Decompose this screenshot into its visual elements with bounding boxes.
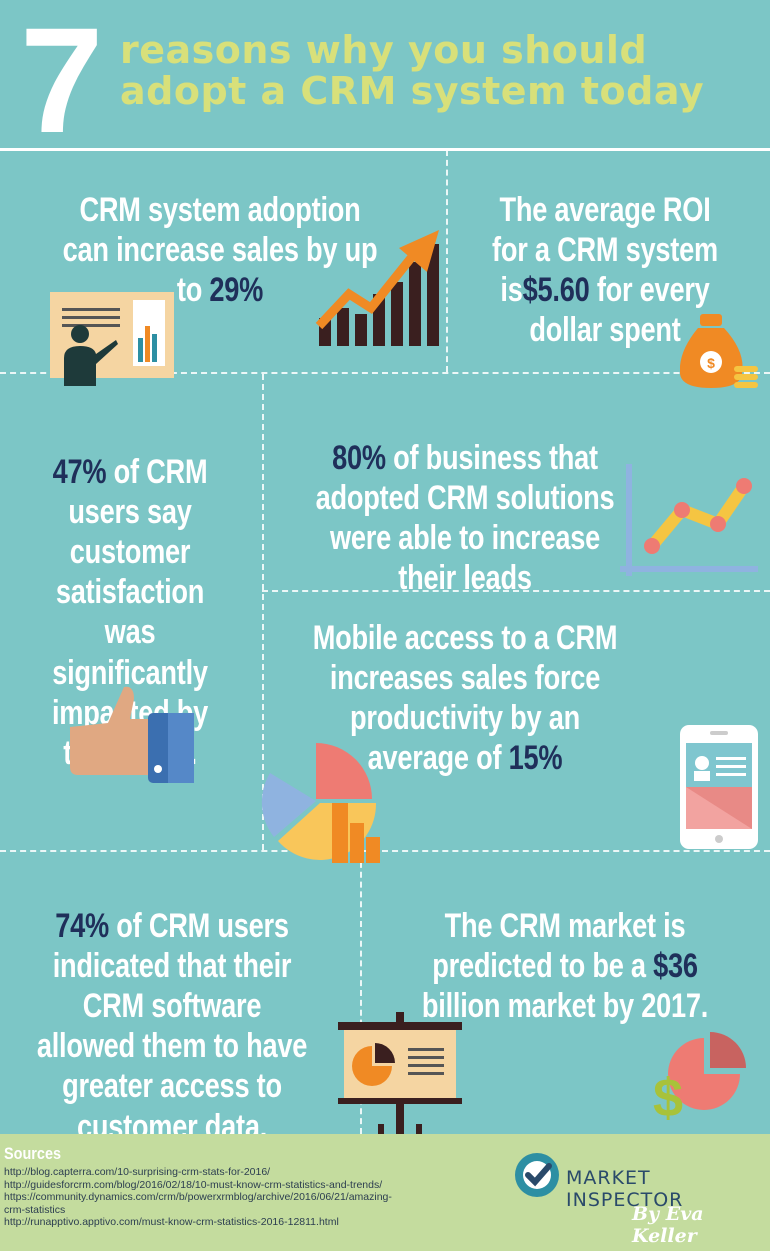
divider (0, 148, 770, 151)
fact-roi: The average ROI for a CRM system is$5.60… (492, 191, 718, 350)
svg-text:$: $ (707, 355, 715, 371)
sources-title: Sources (4, 1144, 62, 1163)
fact-sales-increase: CRM system adoption can increase sales b… (62, 191, 378, 310)
growth-arrow-icon (315, 230, 439, 346)
smartphone-icon (680, 725, 758, 849)
fact-mobile-productivity: Mobile access to a CRM increases sales f… (312, 619, 618, 778)
line-graph-icon (620, 464, 758, 576)
fact-leads: 80% of business that adopted CRM solutio… (315, 439, 615, 598)
divider (262, 374, 264, 850)
stat-highlight: 47% (52, 453, 107, 491)
source-link[interactable]: http://runapptivo.apptivo.com/must-know-… (4, 1216, 339, 1229)
brand-name: MARKET INSPECTOR (566, 1167, 684, 1211)
source-link[interactable]: https://community.dynamics.com/crm/b/pow… (4, 1191, 392, 1204)
title-line-2: adopt a CRM system today (120, 69, 705, 114)
divider (446, 150, 448, 372)
sources-list: http://blog.capterra.com/10-surprising-c… (4, 1166, 504, 1229)
footer (0, 1134, 770, 1251)
stat-highlight: 15% (508, 739, 563, 778)
svg-text:$: $ (653, 1068, 683, 1124)
money-bag-icon: $ (680, 314, 758, 388)
source-link[interactable]: http://blog.capterra.com/10-surprising-c… (4, 1166, 271, 1178)
big-number-seven: 7 (20, 0, 104, 164)
pie-bar-chart-icon (261, 743, 380, 863)
stat-highlight: $36 (653, 947, 698, 986)
presentation-board-icon (338, 1012, 462, 1134)
title-line-1: reasons why you should (120, 28, 648, 72)
checkmark-logo-icon (515, 1153, 559, 1197)
divider (262, 590, 770, 592)
divider (0, 372, 770, 374)
source-link[interactable]: http://guidesforcrm.com/blog/2016/02/18/… (4, 1178, 383, 1191)
presenter-icon (50, 292, 174, 386)
stat-highlight: $5.60 (522, 271, 590, 310)
stat-highlight: 74% (55, 907, 109, 945)
stat-highlight: 80% (332, 439, 386, 477)
source-link[interactable]: crm-statistics (4, 1203, 66, 1216)
fact-market-size: The CRM market is predicted to be a $36 … (421, 907, 709, 1026)
fact-data-access: 74% of CRM users indicated that their CR… (36, 907, 308, 1146)
author-credit: By Eva Keller (632, 1203, 704, 1247)
page-title: reasons why you should adopt a CRM syste… (120, 28, 705, 114)
thumbs-up-icon (70, 686, 194, 783)
divider (360, 852, 362, 1134)
divider (0, 850, 770, 852)
dollar-pie-icon: $ (653, 1032, 746, 1124)
stat-highlight: 29% (209, 271, 264, 310)
